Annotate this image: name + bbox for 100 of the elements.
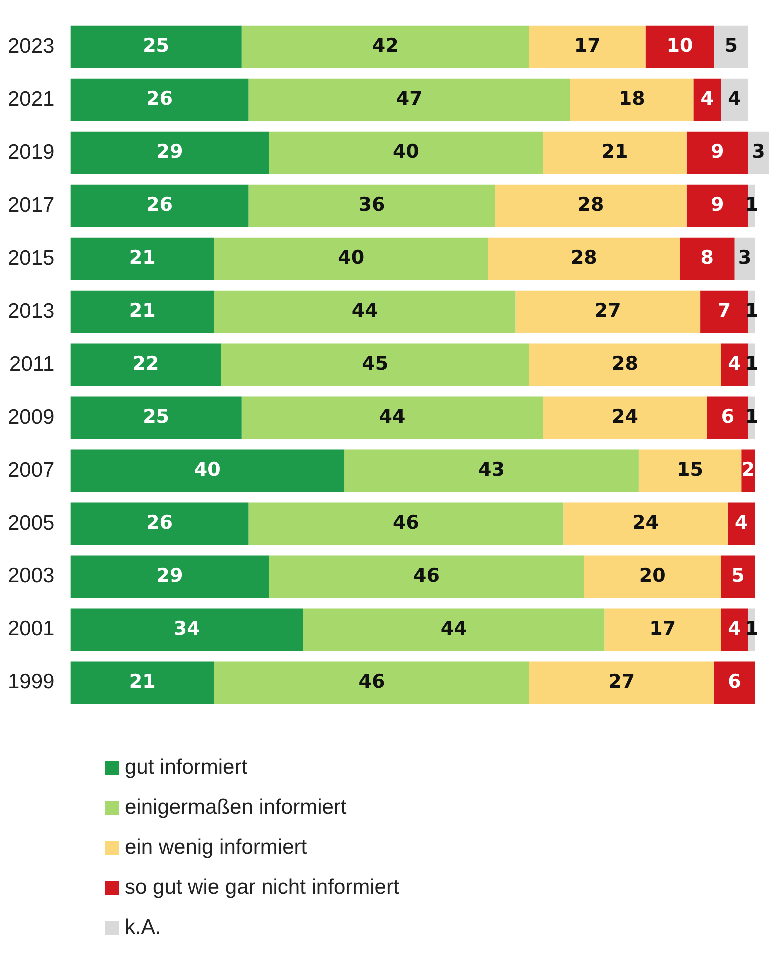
data-label: 26 <box>146 512 173 534</box>
data-label: 4 <box>728 352 742 375</box>
data-label: 42 <box>372 35 399 58</box>
data-label: 44 <box>352 300 378 322</box>
y-tick-label: 2023 <box>8 34 55 58</box>
bar <box>214 238 488 280</box>
bar <box>248 78 570 122</box>
bar <box>70 132 270 174</box>
data-label: 4 <box>735 512 748 534</box>
bar <box>721 78 748 122</box>
y-tick-label: 2015 <box>8 246 55 270</box>
bar <box>248 502 564 546</box>
data-label: 26 <box>146 194 173 216</box>
data-label: 46 <box>358 670 386 693</box>
y-tick-label: 2017 <box>8 194 55 217</box>
data-label: 5 <box>732 564 745 587</box>
bar <box>721 608 748 652</box>
data-label: 26 <box>146 88 173 110</box>
data-label: 6 <box>721 406 735 428</box>
bar <box>604 608 722 652</box>
data-label: 5 <box>724 35 738 58</box>
data-label: 45 <box>362 352 389 375</box>
bar <box>70 608 304 652</box>
data-label: 21 <box>129 670 156 693</box>
bar <box>686 184 748 228</box>
data-label: 46 <box>413 564 440 587</box>
data-label: 34 <box>174 618 200 640</box>
bar <box>700 290 748 334</box>
data-label: 17 <box>574 35 601 58</box>
bar <box>248 184 496 228</box>
data-label: 46 <box>392 512 420 534</box>
data-label: 24 <box>632 512 659 534</box>
y-tick-label: 2011 <box>10 352 55 376</box>
data-label: 27 <box>594 300 622 322</box>
bar <box>728 502 756 546</box>
data-label: 17 <box>650 618 676 640</box>
data-label: 18 <box>618 88 646 110</box>
bar <box>721 556 756 598</box>
data-label: 43 <box>478 458 505 481</box>
bar <box>543 396 708 440</box>
bar <box>269 556 584 598</box>
bar <box>638 450 742 492</box>
bar <box>721 344 748 386</box>
data-label: 4 <box>700 88 714 110</box>
bar <box>694 78 722 122</box>
data-label: 7 <box>718 300 732 322</box>
legend-label: ein wenig informiert <box>125 836 308 860</box>
bar <box>529 26 646 68</box>
bar <box>303 608 605 652</box>
data-label: 15 <box>677 458 704 481</box>
bar <box>564 502 728 546</box>
data-label: 3 <box>752 141 766 163</box>
data-label: 6 <box>728 670 742 693</box>
data-label: 29 <box>156 141 184 163</box>
data-label: 21 <box>129 246 156 269</box>
data-label: 40 <box>392 141 420 163</box>
bar <box>70 502 249 546</box>
bar <box>714 26 748 68</box>
data-label: 9 <box>711 141 724 163</box>
bar <box>214 290 516 334</box>
data-label: 10 <box>666 35 694 58</box>
data-label: 25 <box>143 406 170 428</box>
bar <box>214 662 530 704</box>
data-label: 25 <box>143 35 170 58</box>
legend-label: k.A. <box>125 916 162 940</box>
data-label: 28 <box>612 352 638 375</box>
data-label: 20 <box>639 564 666 587</box>
y-tick-label: 2005 <box>8 512 55 535</box>
data-label: 22 <box>132 352 160 375</box>
bar <box>584 556 722 598</box>
bar <box>70 184 249 228</box>
data-label: 21 <box>602 141 628 163</box>
data-label: 21 <box>129 300 156 322</box>
data-label: 36 <box>358 194 386 216</box>
data-label: 2 <box>742 458 756 481</box>
bar <box>543 132 687 174</box>
data-label: 3 <box>738 246 752 269</box>
bar <box>70 290 214 334</box>
bar <box>242 396 544 440</box>
data-label: 4 <box>728 88 742 110</box>
data-label: 8 <box>700 246 714 269</box>
y-tick-label: 2009 <box>8 406 55 429</box>
bar <box>495 184 687 228</box>
data-label: 28 <box>578 194 604 216</box>
bar <box>70 26 242 68</box>
bar <box>70 238 214 280</box>
data-label: 44 <box>379 406 406 428</box>
y-tick-label: 2019 <box>8 140 55 164</box>
legend-label: gut informiert <box>125 756 248 780</box>
bar <box>570 78 694 122</box>
y-tick-label: 2003 <box>8 564 55 588</box>
bar <box>70 78 249 122</box>
data-label: 28 <box>570 246 598 269</box>
bar <box>70 662 214 704</box>
legend-label: so gut wie gar nicht informiert <box>125 876 400 900</box>
data-label: 9 <box>711 194 724 216</box>
data-label: 4 <box>728 618 742 640</box>
bar <box>714 662 756 704</box>
y-tick-label: 1999 <box>8 670 55 694</box>
bar <box>488 238 680 280</box>
